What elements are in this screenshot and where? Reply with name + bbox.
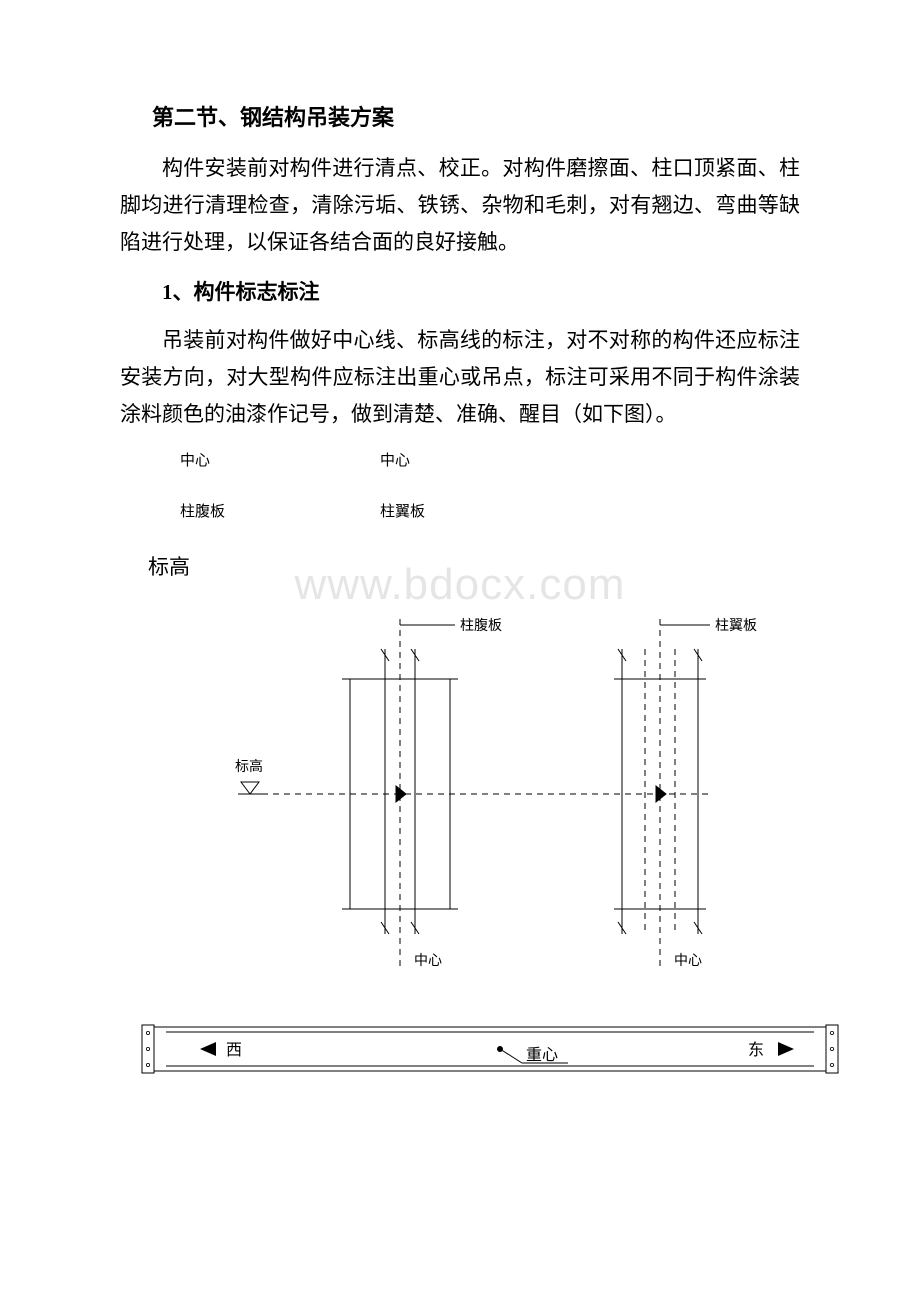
paragraph-1: 构件安装前对构件进行清点、校正。对构件磨擦面、柱口顶紧面、柱脚均进行清理检查，清…	[120, 150, 800, 260]
column-marking-diagram: 柱腹板中心 柱翼板中心 标高	[140, 609, 830, 989]
label-center-left: 中心	[180, 449, 380, 470]
svg-text:重心: 重心	[526, 1046, 558, 1064]
column-svg: 柱腹板中心 柱翼板中心 标高	[140, 609, 830, 989]
label-web: 柱腹板	[180, 500, 380, 521]
label-flange: 柱翼板	[380, 500, 425, 521]
label-center-right: 中心	[380, 449, 410, 470]
small-label-block: 中心 中心 柱腹板 柱翼板	[120, 449, 800, 521]
svg-text:中心: 中心	[674, 953, 702, 969]
svg-text:柱翼板: 柱翼板	[715, 618, 757, 634]
svg-text:中心: 中心	[414, 953, 442, 969]
subheading-1: 1、构件标志标注	[120, 276, 800, 306]
section-title: 第二节、钢结构吊装方案	[120, 100, 800, 132]
svg-text:西: 西	[226, 1042, 242, 1059]
svg-text:柱腹板: 柱腹板	[460, 617, 502, 634]
beam-marking-diagram: 西 东 重心	[130, 1013, 850, 1085]
svg-text:标高: 标高	[235, 758, 263, 775]
svg-text:东: 东	[748, 1041, 764, 1059]
paragraph-2: 吊装前对构件做好中心线、标高线的标注，对不对称的构件还应标注安装方向，对大型构件…	[120, 322, 800, 432]
label-elevation-text: 标高	[148, 551, 800, 581]
